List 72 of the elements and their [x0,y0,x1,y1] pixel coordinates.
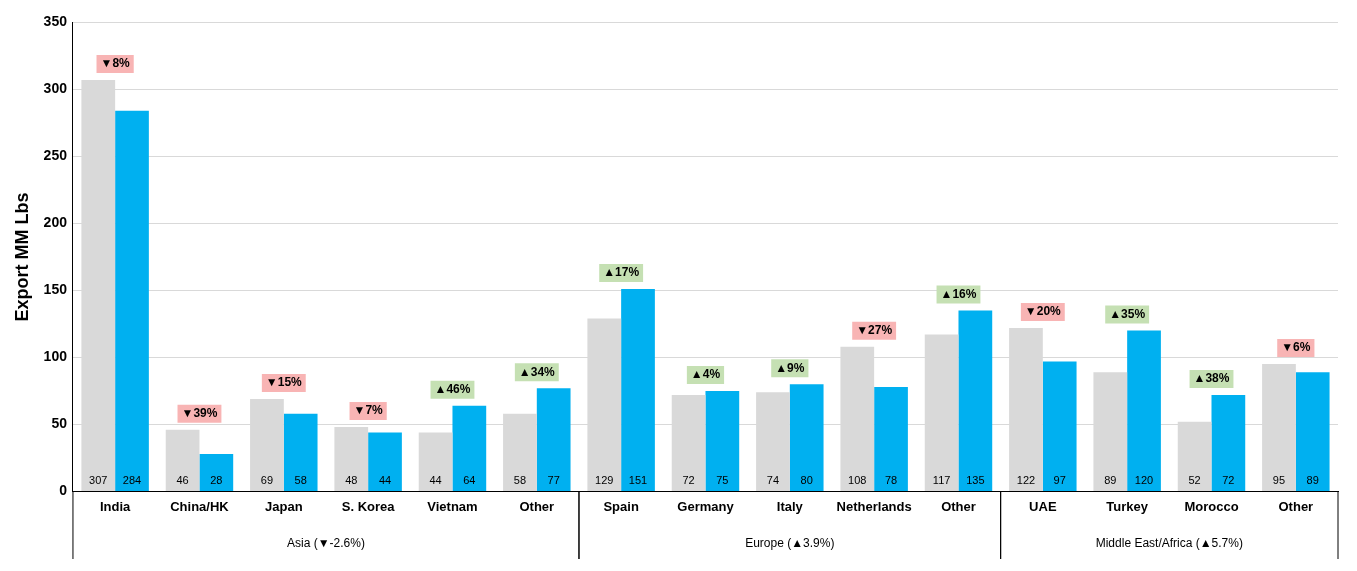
data-label: 78 [884,473,898,486]
x-tick-label: Vietnam [427,498,478,514]
y-tick-label: 100 [43,348,68,365]
data-label: 89 [1104,473,1117,486]
y-tick-label: 250 [43,147,68,164]
data-label: 89 [1306,473,1319,486]
data-label: 129 [595,473,614,486]
text: Asia (▼-2.6%) [287,535,365,550]
x-tick-label: Germany [677,498,735,514]
data-label: 58 [294,473,307,486]
data-label: 52 [1188,473,1201,486]
x-tick-label: Japan [265,498,303,514]
data-label: 48 [345,473,358,486]
annotation: ▼8% [100,56,131,71]
data-label: 74 [766,473,780,486]
annotation: ▲38% [1193,371,1230,386]
x-tick-label: India [99,498,132,514]
y-tick-label: 150 [43,281,68,298]
data-label: 135 [966,473,985,486]
data-label: 46 [176,473,189,486]
data-label: 117 [932,473,951,486]
x-tick-label: China/HK [170,498,230,514]
y-tick-label: 300 [43,80,68,97]
x-tick-label: Netherlands [836,498,912,514]
data-label: 69 [260,473,274,486]
annotation: ▼27% [856,322,893,337]
data-label: 108 [848,473,867,486]
x-tick-label: Turkey [1106,498,1149,514]
annotation: ▼20% [1024,304,1062,319]
data-label: 97 [1053,473,1066,486]
x-tick-label: Other [1278,498,1314,514]
annotation: ▲9% [775,360,805,375]
x-tick-label: Spain [603,498,639,514]
annotation: ▼15% [265,375,303,390]
data-label: 44 [378,473,392,486]
x-tick-label: Other [519,498,555,514]
x-tick-label: Morocco [1184,498,1239,514]
annotation: ▲35% [1109,306,1146,321]
x-tick-label: Other [941,498,976,514]
data-label: 28 [210,473,223,486]
annotation: ▲16% [940,286,977,301]
data-label: 120 [1134,473,1154,486]
data-label: 122 [1016,473,1036,486]
annotation: ▲46% [434,381,471,396]
data-label: 72 [1222,473,1235,486]
data-label: 44 [429,473,442,486]
data-label: 151 [628,473,648,486]
data-label: 72 [682,473,695,486]
y-tick-label: 350 [43,13,68,30]
annotation: ▲17% [603,265,640,280]
x-tick-label: Italy [776,498,804,514]
y-tick-label: 0 [59,482,68,499]
y-tick-label: 50 [51,415,68,432]
data-label: 95 [1272,473,1286,486]
text: Europe (▲3.9%) [745,535,835,550]
annotation: ▼6% [1281,340,1311,355]
annotation: ▲4% [690,367,721,382]
data-label: 64 [463,473,476,486]
annotation: ▲34% [518,364,556,379]
text: Middle East/Africa (▲5.7%) [1095,535,1243,550]
annotation: ▼39% [181,406,218,421]
data-label: 58 [513,473,527,486]
data-label: 284 [122,473,142,486]
data-label: 75 [716,473,729,486]
y-axis-title: Export MM Lbs [11,192,32,322]
data-label: 307 [89,473,108,486]
data-label: 77 [547,473,560,486]
y-tick-label: 200 [43,214,68,231]
x-tick-label: UAE [1029,498,1057,514]
data-label: 80 [800,473,813,486]
x-tick-label: S. Korea [341,498,396,514]
annotation: ▼7% [353,403,384,418]
